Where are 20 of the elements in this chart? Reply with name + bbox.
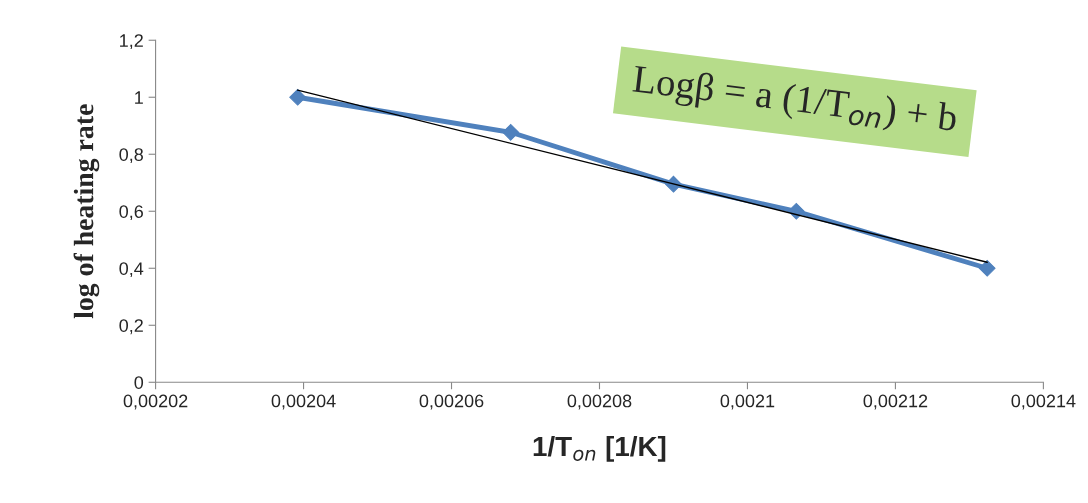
x-tick-label: 0,00206 — [419, 394, 484, 410]
x-tick-label: 0,00202 — [123, 394, 188, 410]
y-axis-title: log of heating rate — [73, 104, 100, 319]
x-tick-label: 0,00212 — [863, 394, 928, 410]
x-tick-label: 0,00214 — [1011, 394, 1076, 410]
x-tick-label: 0,00204 — [271, 394, 336, 410]
y-tick-label: 0,2 — [119, 319, 143, 335]
y-tick-label: 0,6 — [119, 205, 143, 221]
point — [502, 123, 520, 141]
x-tick-label: 0,00208 — [567, 394, 632, 410]
annotation: Logβ = a (1/T$_{on}$) + b — [631, 64, 958, 140]
point — [289, 88, 307, 106]
x-axis-title: 1/T$_{on}$ [1/K] — [533, 435, 666, 462]
y-tick-label: 1,2 — [120, 34, 143, 50]
x-tick-label: 0,0021 — [720, 394, 775, 410]
y-tick-label: 0,4 — [119, 262, 144, 278]
point — [978, 259, 996, 277]
y-tick-label: 1 — [135, 91, 143, 104]
y-tick-label: 0 — [134, 376, 144, 389]
y-tick-label: 0,8 — [119, 148, 143, 164]
